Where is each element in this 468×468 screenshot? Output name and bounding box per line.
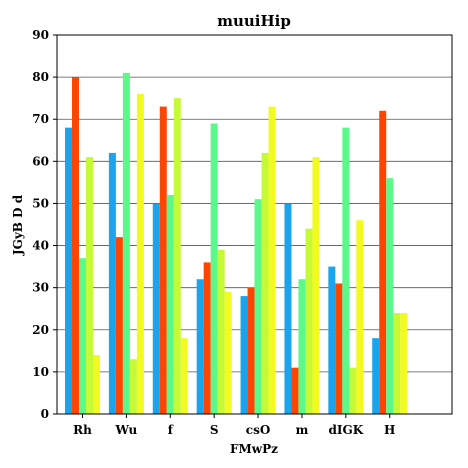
y-tick-label: 70 [32,112,49,126]
bar-f-series-2 [159,106,167,414]
chart-title: muuiHip [217,12,291,30]
bar-f-series-1 [152,203,160,414]
bar-S-series-5 [224,291,232,414]
bars [65,72,408,415]
y-tick-label: 30 [32,281,49,295]
bar-H-series-1 [372,338,380,414]
plot-frame [56,34,453,415]
bar-dIGK-series-4 [349,367,357,414]
bar-csO-series-2 [247,287,255,414]
bar-H-series-2 [379,110,387,415]
bar-m-series-5 [312,157,320,414]
bar-Rh-series-1 [65,127,72,415]
bar-csO-series-4 [261,152,269,414]
bar-csO-series-5 [268,106,276,414]
x-tick-label: Wu [115,423,138,437]
y-tick-label: 40 [32,239,49,253]
x-tick-label: H [384,423,395,437]
x-tick-label: f [168,423,174,437]
bar-f-series-4 [173,98,181,415]
bar-Wu-series-4 [129,359,137,414]
y-tick-label: 60 [32,154,49,168]
bar-f-series-5 [180,338,188,414]
x-tick-label: csO [246,423,271,437]
x-tick-label: m [296,423,309,437]
bar-Rh-series-4 [86,157,93,414]
y-tick-label: 50 [32,196,49,210]
y-tick-label: 20 [32,323,49,337]
bar-csO-series-3 [254,199,262,414]
x-tick-label: dIGK [328,423,363,437]
y-tick-label: 0 [41,407,49,421]
bar-dIGK-series-5 [356,220,364,414]
bar-S-series-2 [203,262,211,414]
bar-dIGK-series-2 [335,283,343,414]
bar-S-series-4 [217,249,225,414]
bar-S-series-3 [210,123,218,414]
y-axis: 0 10 20 30 40 50 60 70 80 90 [32,28,57,421]
bar-Rh-series-3 [79,258,86,414]
bar-H-series-5 [400,312,408,414]
y-tick-label: 80 [32,70,49,84]
bar-Wu-series-5 [136,93,144,414]
bar-m-series-1 [284,203,292,414]
bar-m-series-3 [298,279,306,414]
bar-H-series-3 [386,178,394,414]
y-tick-label: 10 [32,365,49,379]
y-axis-label: JGyB D d [11,194,25,256]
x-tick-label: Rh [73,423,92,437]
bar-S-series-1 [196,279,204,414]
bar-m-series-4 [305,228,313,414]
x-tick-label: S [210,423,219,437]
bar-dIGK-series-3 [342,127,350,415]
bar-dIGK-series-1 [328,266,336,414]
bar-m-series-2 [291,367,299,414]
bar-Wu-series-1 [108,152,116,414]
bar-Wu-series-2 [115,237,123,414]
x-axis-label: FMwPz [230,442,278,456]
bar-csO-series-1 [240,296,248,414]
bar-f-series-3 [166,195,174,414]
bar-Rh-series-5 [93,355,100,414]
y-tick-label: 90 [32,28,49,42]
bar-Wu-series-3 [122,72,130,415]
bar-Rh-series-2 [72,77,79,414]
bar-H-series-4 [393,312,401,414]
